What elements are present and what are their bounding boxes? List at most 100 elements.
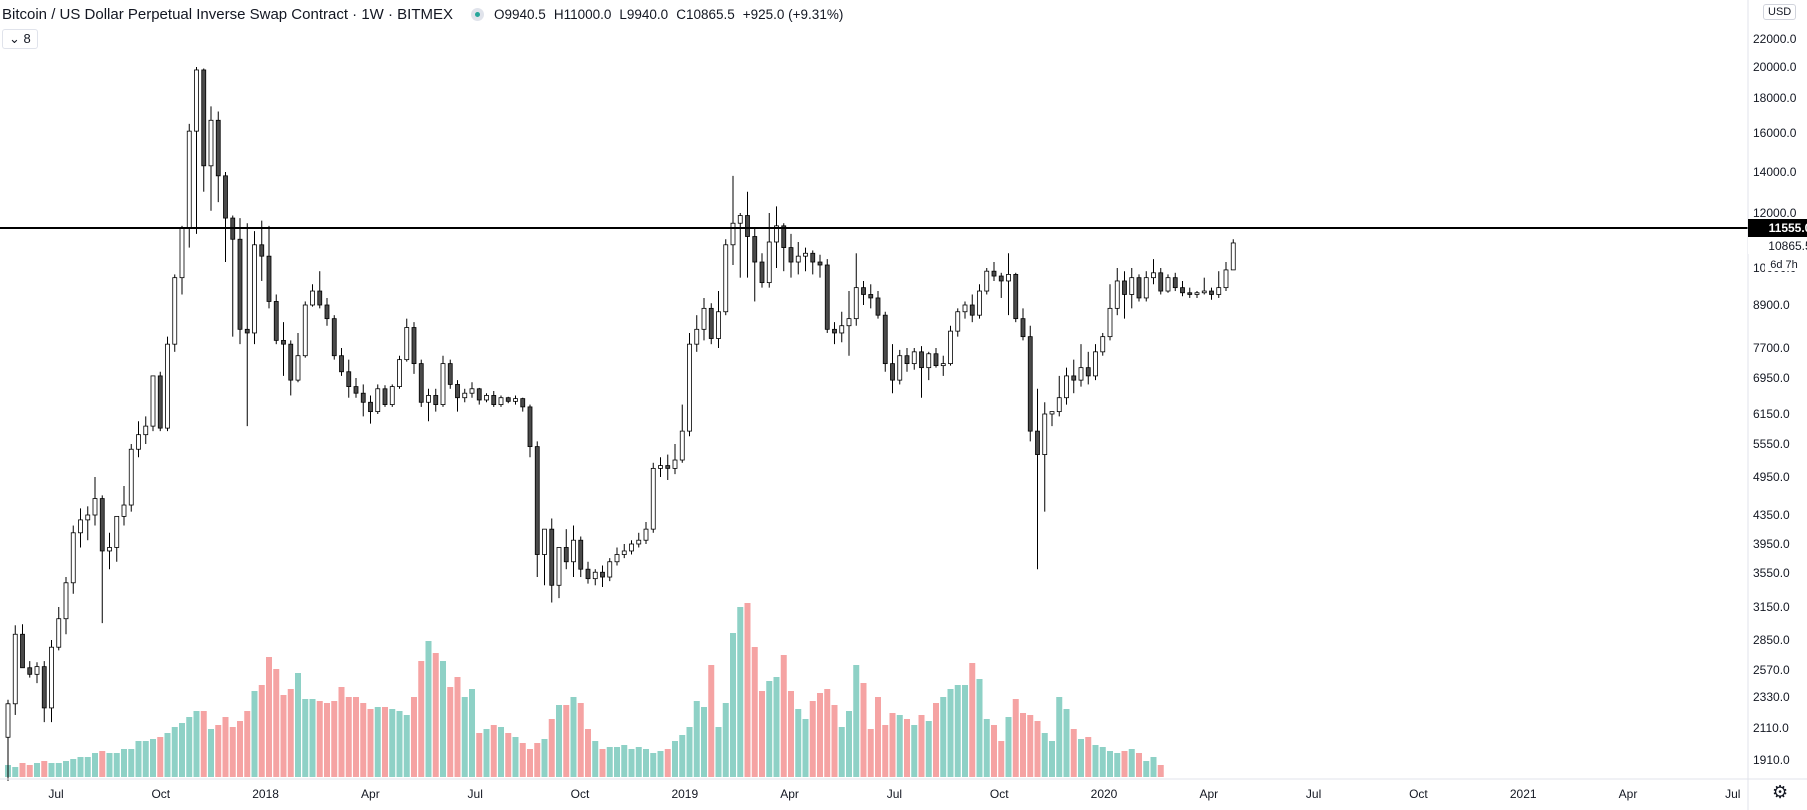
volume-bar [164, 733, 171, 777]
candle-down [933, 353, 939, 367]
time-axis[interactable]: Jul Oct 2018 Apr Jul Oct 2019 Apr Jul Oct 2020 Apr J… [48, 787, 1740, 801]
candle-up [121, 504, 127, 517]
market-status-icon[interactable] [471, 7, 484, 21]
candle-up [629, 543, 634, 552]
volume-bar [802, 719, 809, 777]
candle-down [99, 498, 105, 552]
volume-bar [1027, 715, 1034, 777]
candle-down [832, 328, 837, 334]
volume-bar [1128, 749, 1135, 777]
candle-down [433, 395, 439, 405]
volume-bar [374, 707, 381, 777]
candle-up [70, 532, 76, 584]
volume-bar [215, 725, 222, 777]
candle-down [991, 270, 997, 277]
candle-up [165, 343, 170, 429]
volume-bar [1107, 751, 1113, 777]
volume-bars [5, 603, 1164, 777]
gear-icon[interactable]: ⚙ [1772, 782, 1789, 802]
time-tick-label: Apr [780, 787, 799, 801]
price-tick-label: 6150.0 [1753, 407, 1790, 421]
volume-bar [563, 705, 570, 777]
candle-up [1078, 367, 1084, 381]
candle-up [498, 397, 504, 405]
candle-up [592, 571, 598, 580]
candle-down [273, 301, 279, 341]
candle-up [1006, 274, 1011, 282]
volume-bar [1150, 757, 1157, 777]
candle-up [672, 459, 678, 469]
symbol-title[interactable]: Bitcoin / US Dollar Perpetual Inverse Sw… [2, 5, 453, 23]
time-tick-label: Jul [1306, 787, 1321, 801]
candle-up [1165, 277, 1171, 292]
volume-bar [860, 683, 867, 777]
candle-up [1107, 307, 1113, 338]
volume-bar [650, 753, 657, 777]
candle-up [426, 395, 431, 403]
candlestick-series [5, 67, 1236, 781]
candle-down [41, 666, 47, 709]
candle-down [600, 571, 605, 578]
volume-bar [12, 767, 19, 777]
volume-bar [150, 739, 156, 777]
candle-down [491, 395, 497, 405]
price-tick-label: 6950.0 [1753, 371, 1790, 385]
candle-up [984, 270, 990, 292]
time-tick-label: 2019 [671, 787, 698, 801]
volume-bar [512, 737, 519, 777]
candle-down [534, 446, 540, 555]
time-tick-label: 2021 [1510, 787, 1537, 801]
indicators-toggle-button[interactable]: ⌄ 8 [2, 29, 38, 49]
candle-down [1209, 290, 1214, 295]
candle-up [107, 547, 112, 552]
price-tick-label: 2570.0 [1753, 663, 1790, 677]
volume-bar [70, 759, 77, 777]
horizontal-line-price-label: 11555.0 [1748, 219, 1807, 237]
volume-bar [1063, 709, 1070, 777]
candle-up [92, 498, 98, 516]
candle-down [1013, 274, 1019, 320]
candle-down [259, 244, 265, 257]
volume-bar [1085, 737, 1092, 777]
volume-bar [817, 693, 823, 777]
volume-bar [476, 733, 483, 777]
volume-bar [947, 689, 954, 777]
volume-bar [382, 707, 388, 777]
candle-up [853, 287, 859, 320]
volume-bar [925, 721, 932, 777]
volume-bar [1041, 733, 1048, 777]
price-tick-label: 1910.0 [1753, 753, 1790, 767]
volume-bar [556, 705, 562, 777]
currency-badge[interactable]: USD [1763, 4, 1797, 20]
candle-up [469, 388, 475, 394]
candle-down [215, 119, 221, 177]
candle-down [360, 392, 366, 403]
time-tick-label: Apr [361, 787, 380, 801]
candle-up [926, 353, 932, 369]
candle-up [614, 554, 620, 563]
volume-bar [360, 703, 367, 777]
volume-bar [730, 633, 736, 777]
candle-down [20, 633, 25, 669]
candle-up [462, 392, 468, 399]
volume-bar [273, 669, 280, 777]
time-tick-label: 2020 [1091, 787, 1118, 801]
price-axis[interactable]: 22000.0 20000.0 18000.0 16000.0 14000.0 12000… [1753, 32, 1797, 767]
candle-up [5, 703, 11, 738]
volume-bar [26, 765, 33, 777]
candle-down [382, 388, 388, 405]
volume-bar [1012, 699, 1019, 777]
volume-bar [541, 739, 548, 777]
volume-bar [331, 701, 338, 777]
volume-bar [701, 707, 707, 777]
price-tick-label: 12000.0 [1753, 206, 1797, 220]
candle-down [817, 261, 823, 266]
volume-bar [1099, 747, 1106, 777]
candle-down [476, 388, 482, 401]
volume-bar [469, 689, 475, 777]
candle-down [244, 328, 250, 334]
candle-down [157, 375, 163, 429]
volume-bar [1078, 739, 1084, 777]
candle-up [955, 311, 961, 332]
